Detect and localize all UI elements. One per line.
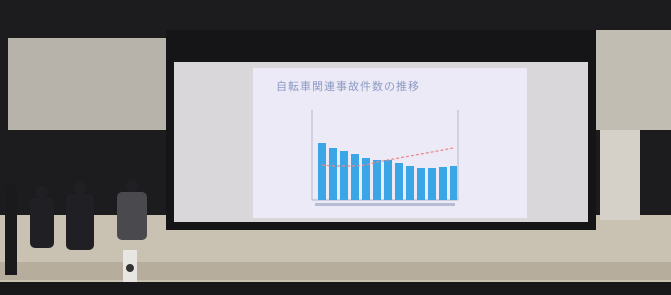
right-pillar (600, 130, 640, 220)
slide-title: 自転車関連事故件数の推移 (276, 79, 420, 93)
chart-axis-labels (315, 203, 455, 206)
scene: 自転車関連事故件数の推移 (0, 0, 671, 295)
right-panel (595, 30, 671, 130)
speaker-cone (126, 264, 134, 272)
left-panel (8, 38, 166, 130)
audience (0, 282, 671, 295)
stage-edge (0, 262, 671, 280)
